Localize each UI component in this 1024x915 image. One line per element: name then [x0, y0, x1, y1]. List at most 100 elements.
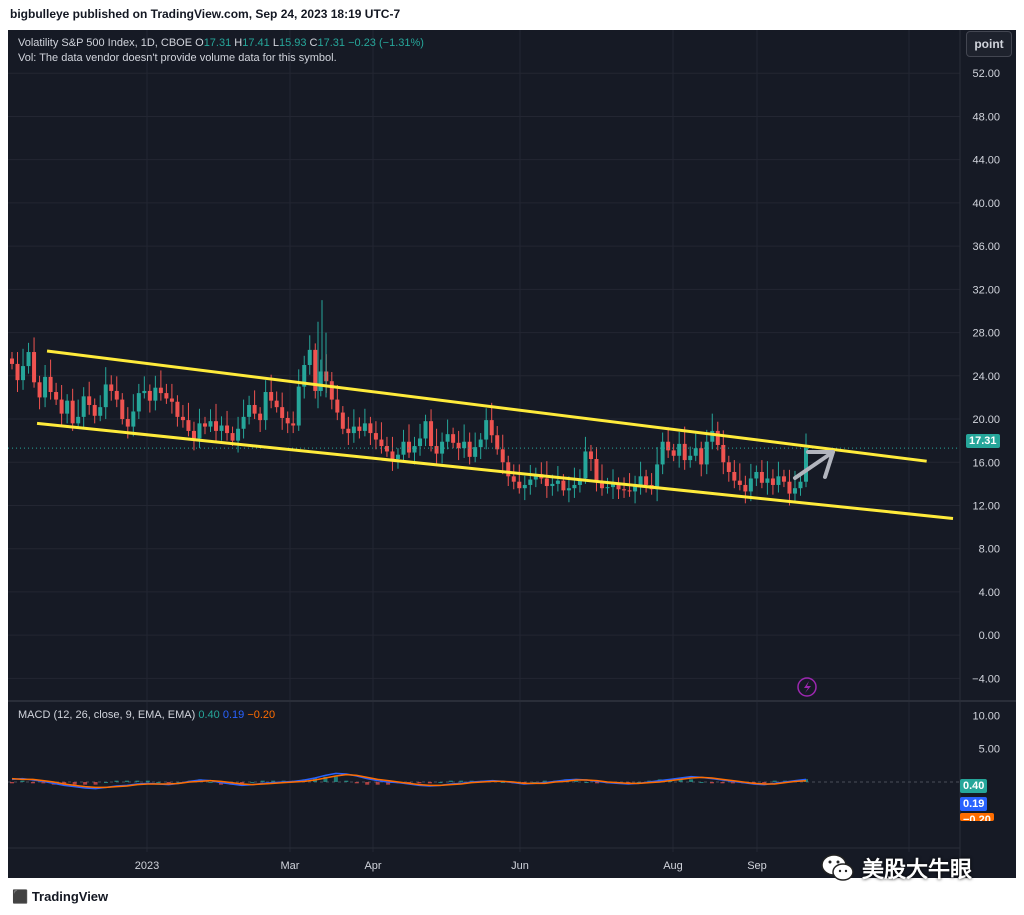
- candle-body: [373, 433, 378, 440]
- candle-body: [682, 443, 687, 461]
- macd-histogram-bar: [365, 782, 370, 785]
- macd-tag: 0.40: [960, 779, 988, 793]
- candle-body: [125, 419, 130, 427]
- macd-histogram-bar: [532, 782, 537, 783]
- candle-body: [175, 401, 180, 417]
- candle-body: [180, 416, 185, 421]
- candle-body: [131, 411, 136, 427]
- candle-body: [792, 488, 797, 494]
- point-button[interactable]: point: [966, 31, 1012, 57]
- candle-body: [726, 462, 731, 472]
- candle-body: [737, 480, 742, 485]
- macd-histogram-bar: [772, 780, 777, 782]
- candle-body: [638, 476, 643, 485]
- macd-histogram-bar: [542, 780, 547, 782]
- candle-body: [379, 439, 384, 447]
- candle-body: [164, 393, 169, 399]
- candle-body: [87, 396, 92, 405]
- macd-histogram-bar: [72, 782, 77, 785]
- candle-body: [302, 365, 307, 387]
- price-tick-label: 4.00: [979, 587, 1000, 599]
- volume-note: Vol: The data vendor doesn't provide vol…: [18, 52, 337, 64]
- tradingview-logo[interactable]: ⬛ TradingView: [12, 889, 108, 905]
- macd-histogram-bar: [166, 782, 171, 784]
- macd-histogram-bar: [271, 780, 276, 782]
- candle-body: [666, 441, 671, 451]
- candle-body: [335, 399, 340, 413]
- price-tick-label: 20.00: [972, 414, 1000, 426]
- candle-body: [611, 483, 616, 488]
- candle-body: [214, 421, 219, 431]
- signal-value: 0.19: [222, 709, 245, 721]
- candle-body: [65, 400, 70, 414]
- candle-body: [473, 447, 478, 457]
- candle-body: [230, 433, 235, 441]
- alert-icon-bolt: [804, 681, 811, 693]
- candle-body: [594, 459, 599, 482]
- macd-histogram-bar: [678, 779, 683, 782]
- price-tick-label: 32.00: [972, 284, 1000, 296]
- candle-body: [263, 392, 268, 421]
- macd-histogram-bar: [720, 782, 725, 784]
- candle-body: [495, 435, 500, 450]
- tv-logo-icon: ⬛: [12, 889, 32, 904]
- candle-body: [418, 438, 423, 447]
- candle-body: [660, 441, 665, 465]
- macd-line: [11, 772, 807, 790]
- candle-body: [423, 421, 428, 439]
- candle-body: [511, 476, 516, 482]
- time-tick-label: Jun: [511, 860, 529, 872]
- candle-body: [329, 381, 334, 400]
- candle-body: [169, 398, 174, 402]
- candle-body: [208, 421, 213, 427]
- candle-body: [368, 423, 373, 434]
- price-tick-label: 12.00: [972, 500, 1000, 512]
- high-label: H: [234, 37, 243, 49]
- candle-body: [688, 455, 693, 461]
- candle-body: [147, 390, 152, 401]
- candle-body: [787, 481, 792, 494]
- candle-body: [429, 421, 434, 447]
- candle-body: [451, 434, 456, 443]
- price-tick-label: 8.00: [979, 544, 1000, 556]
- hist-tag: −0.20: [960, 813, 994, 821]
- candle-body: [225, 425, 230, 434]
- candle-body: [15, 363, 20, 381]
- macd-histogram-bar: [93, 782, 98, 785]
- candle-body: [247, 404, 252, 417]
- channel-lower-line: [36, 421, 954, 520]
- macd-tick-label: 10.00: [972, 710, 1000, 722]
- candle-body: [136, 393, 141, 412]
- low-value: 15.93: [278, 37, 307, 49]
- close-value: 17.31: [317, 37, 346, 49]
- change-value: −0.23 (−1.31%): [348, 37, 424, 49]
- macd-histogram-bar: [156, 782, 161, 783]
- time-tick-label: Aug: [663, 860, 683, 872]
- candle-body: [467, 441, 472, 457]
- macd-histogram-bar: [438, 782, 443, 783]
- candle-body: [555, 480, 560, 484]
- channel-upper-line: [46, 349, 927, 463]
- candle-body: [721, 444, 726, 463]
- chart-area[interactable]: [8, 30, 1016, 878]
- candle-body: [274, 400, 279, 408]
- tv-logo-text: TradingView: [31, 889, 109, 904]
- candle-body: [153, 387, 158, 401]
- candle-body: [566, 488, 571, 491]
- low-label: L: [272, 37, 279, 49]
- candle-body: [804, 448, 808, 482]
- candle-body: [362, 423, 367, 431]
- macd-histogram-bar: [448, 780, 453, 782]
- macd-histogram-bar: [344, 780, 349, 782]
- candle-body: [544, 478, 549, 487]
- candle-body: [506, 462, 511, 477]
- candle-body: [407, 441, 411, 453]
- candle-body: [26, 352, 31, 367]
- footer: ⬛ TradingView: [0, 878, 1024, 915]
- candle-body: [351, 426, 356, 434]
- macd-histogram-bar: [20, 780, 25, 782]
- candle-body: [765, 478, 770, 483]
- publish-header: bigbulleye published on TradingView.com,…: [0, 0, 1024, 30]
- macd-label: MACD (12, 26, close, 9, EMA, EMA): [18, 709, 196, 721]
